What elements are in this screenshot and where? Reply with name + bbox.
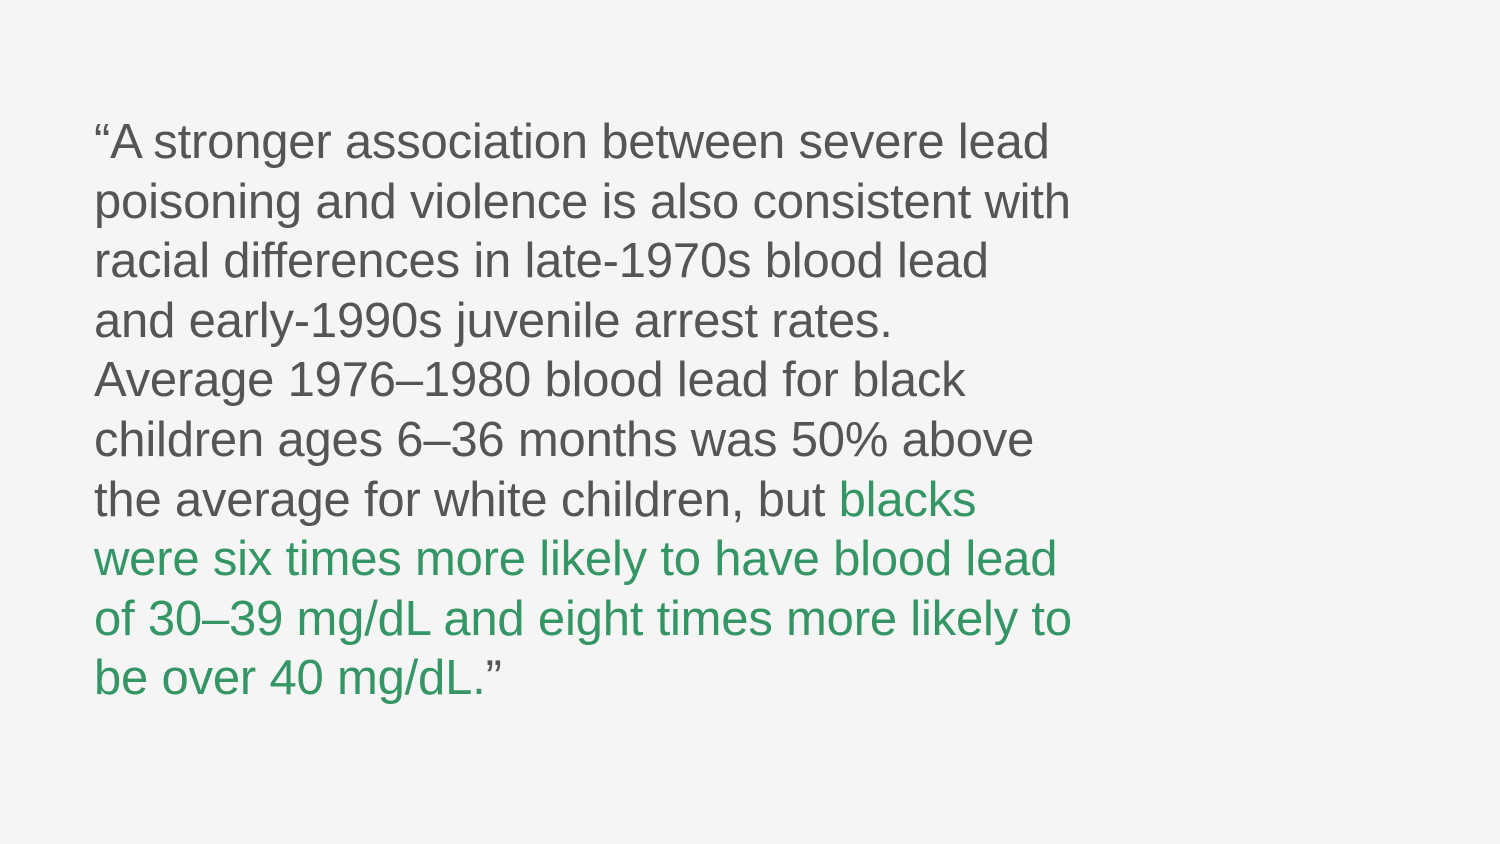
quote-line: the average for white children, but blac…	[94, 471, 1114, 531]
quote-segment: the average for white children, but	[94, 472, 839, 527]
quote-segment: “A stronger association between severe l…	[94, 115, 1050, 169]
quote-text: “A stronger association between severe l…	[94, 113, 1114, 709]
quote-line: racial differences in late-1970s blood l…	[94, 232, 1114, 292]
quote-segment: racial differences in late-1970s blood l…	[94, 234, 989, 289]
quote-segment: children ages 6–36 months was 50% above	[94, 412, 1035, 467]
quote-segment: poisoning and violence is also consisten…	[94, 174, 1071, 229]
highlighted-text: of 30–39 mg/dL and eight times more like…	[94, 591, 1072, 646]
quote-line: be over 40 mg/dL.”	[94, 649, 1114, 709]
quote-line: of 30–39 mg/dL and eight times more like…	[94, 590, 1114, 650]
quote-line: and early-1990s juvenile arrest rates.	[94, 292, 1114, 352]
quote-line: Average 1976–1980 blood lead for black	[94, 351, 1114, 411]
quote-segment: ”	[485, 651, 502, 706]
highlighted-text: were six times more likely to have blood…	[94, 532, 1058, 587]
highlighted-text: be over 40 mg/dL.	[94, 651, 486, 706]
quote-line: “A stronger association between severe l…	[94, 113, 1114, 173]
quote-segment: Average 1976–1980 blood lead for black	[94, 353, 966, 408]
highlighted-text: blacks	[838, 472, 977, 527]
quote-line: children ages 6–36 months was 50% above	[94, 411, 1114, 471]
quote-line: were six times more likely to have blood…	[94, 530, 1114, 590]
quote-line: poisoning and violence is also consisten…	[94, 173, 1114, 233]
quote-segment: and early-1990s juvenile arrest rates.	[94, 293, 893, 348]
